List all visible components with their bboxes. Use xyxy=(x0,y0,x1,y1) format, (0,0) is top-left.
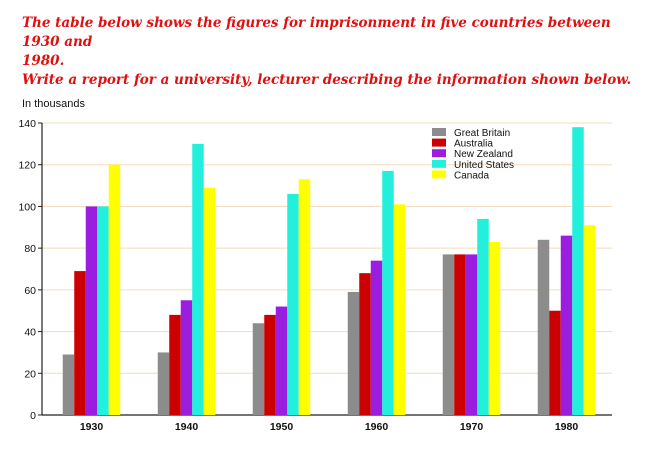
x-tick-label: 1950 xyxy=(270,421,294,433)
x-tick-label: 1940 xyxy=(175,421,199,433)
legend-label: Australia xyxy=(454,139,493,150)
bar-canada-1930 xyxy=(108,164,121,415)
y-tick-label: 100 xyxy=(18,201,36,213)
y-tick-label: 20 xyxy=(24,368,36,380)
x-tick-label: 1980 xyxy=(555,421,579,433)
legend-swatch xyxy=(432,170,446,179)
axes: 0 20 40 60 80 100 120 140 1930 1940 1950 1960 1970 19… xyxy=(18,118,612,433)
legend-label: New Zealand xyxy=(454,149,513,160)
prompt-line-1: The table below shows the figures for im… xyxy=(22,15,611,50)
bar-great-britain-1960 xyxy=(347,291,360,415)
y-axis-unit-label: In thousands xyxy=(22,98,85,110)
bar-canada-1980 xyxy=(583,225,596,415)
bar-canada-1960 xyxy=(393,204,406,415)
bar-new-zealand-1980 xyxy=(560,235,573,415)
legend-swatch xyxy=(432,128,446,136)
bar-united-states-1970 xyxy=(477,218,489,415)
bar-australia-1950 xyxy=(264,314,276,415)
x-tick-label: 1960 xyxy=(365,421,389,433)
prompt-line-2: 1980. xyxy=(22,53,65,69)
legend-label: Canada xyxy=(454,170,489,181)
legend-label: United States xyxy=(454,160,514,171)
bar-united-states-1950 xyxy=(287,193,299,415)
y-tick-label: 80 xyxy=(24,243,36,255)
bar-australia-1930 xyxy=(74,271,86,415)
bar-great-britain-1950 xyxy=(252,323,265,415)
bar-new-zealand-1950 xyxy=(275,306,288,415)
y-tick-label: 0 xyxy=(30,410,36,422)
bar-great-britain-1930 xyxy=(62,354,75,415)
y-tick-label: 60 xyxy=(24,285,36,297)
bar-canada-1970 xyxy=(488,241,501,415)
bar-australia-1940 xyxy=(169,314,181,415)
bar-australia-1970 xyxy=(454,254,466,415)
bar-united-states-1960 xyxy=(382,170,394,415)
bar-great-britain-1970 xyxy=(442,254,455,415)
x-tick-label: 1970 xyxy=(460,421,484,433)
bar-canada-1940 xyxy=(203,187,216,415)
bar-great-britain-1980 xyxy=(537,239,550,415)
legend-swatch xyxy=(432,138,446,147)
bar-new-zealand-1930 xyxy=(85,206,98,415)
bar-new-zealand-1970 xyxy=(465,254,478,415)
bar-great-britain-1940 xyxy=(157,352,170,415)
task-prompt: The table below shows the figures for im… xyxy=(22,14,632,90)
y-tick-label: 120 xyxy=(18,160,36,172)
bar-united-states-1940 xyxy=(192,143,204,415)
x-tick-label: 1930 xyxy=(80,421,104,433)
bar-united-states-1930 xyxy=(97,206,109,415)
y-tick-label: 40 xyxy=(24,327,36,339)
bar-new-zealand-1960 xyxy=(370,260,383,415)
legend-swatch xyxy=(432,149,446,158)
bar-united-states-1980 xyxy=(572,127,584,416)
prompt-line-3: Write a report for a university, lecture… xyxy=(22,72,632,88)
legend-label: Great Britain xyxy=(454,128,510,139)
bar-canada-1950 xyxy=(298,179,311,415)
gridlines xyxy=(42,122,612,374)
bar-australia-1980 xyxy=(549,310,561,415)
y-tick-label: 140 xyxy=(18,118,36,130)
bar-new-zealand-1940 xyxy=(180,300,193,415)
bar-australia-1960 xyxy=(359,273,371,415)
legend-swatch xyxy=(432,159,446,168)
bars xyxy=(62,127,596,416)
